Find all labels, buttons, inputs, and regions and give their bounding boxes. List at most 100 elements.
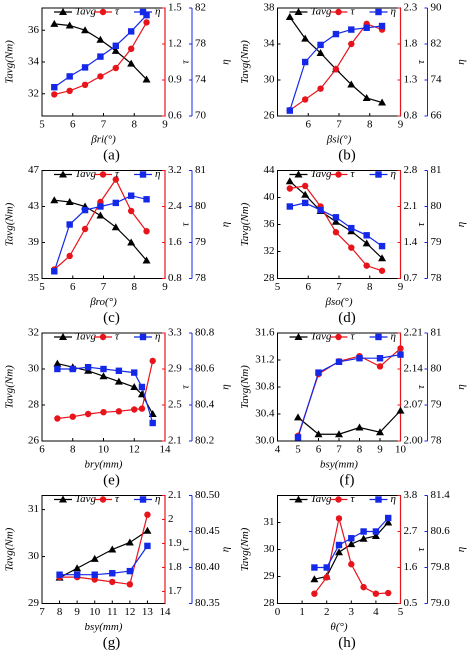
marker — [378, 98, 387, 106]
marker — [378, 22, 386, 30]
marker — [143, 12, 150, 19]
marker — [335, 515, 343, 522]
x-axis-label: βro(°) — [89, 296, 117, 308]
marker — [316, 49, 325, 56]
y-axis-label: Tavg(Nm) — [239, 202, 251, 246]
marker — [139, 496, 147, 503]
marker — [348, 535, 355, 542]
marker — [375, 8, 382, 16]
marker — [81, 26, 90, 34]
x-tick-label: 14 — [160, 606, 172, 618]
legend-label: Tavg — [311, 6, 332, 18]
y3-tick-label: 70 — [195, 110, 207, 122]
marker — [315, 369, 322, 376]
marker — [301, 190, 310, 198]
marker — [294, 333, 303, 340]
series-line — [297, 347, 401, 437]
y-axis-label: Tavg(Nm) — [4, 202, 16, 246]
x-tick-label: 6 — [70, 281, 76, 293]
y3-tick-label: 80.45 — [195, 525, 220, 537]
marker — [355, 423, 364, 431]
y2-tick-label: 2.8 — [404, 164, 418, 176]
x-tick-label: 9 — [74, 606, 80, 618]
x-tick-label: 0 — [275, 606, 281, 618]
y2-tick-label: 2.07 — [404, 399, 424, 411]
y3-axis-label: η — [220, 59, 232, 64]
marker — [378, 267, 386, 274]
y-tick-label: 29 — [28, 597, 40, 609]
y3-tick-label: 80.35 — [195, 597, 220, 609]
x-tick-label: 7 — [39, 606, 45, 618]
panel: 6 7 8 9 βsi(°)(b) 26 30 34 38 Tavg(Nm) 0.8 1.3 1.8 2.… — [239, 2, 467, 164]
x-tick-label: 6 — [306, 119, 312, 131]
y3-tick-label: 78 — [431, 435, 443, 447]
y3-axis-label: η — [455, 222, 467, 227]
marker — [372, 528, 380, 535]
y3-tick-label: 80.50 — [195, 489, 220, 501]
x-tick-label: 8 — [57, 606, 63, 618]
x-tick-label: 12 — [124, 606, 135, 618]
marker — [363, 24, 370, 31]
legend-label: Tavg — [311, 493, 332, 505]
x-tick-label: 5 — [295, 444, 301, 456]
x-tick-label: 4 — [373, 606, 379, 618]
y3-tick-label: 80 — [195, 200, 207, 212]
marker — [66, 73, 73, 80]
x-tick-label: 14 — [160, 444, 172, 456]
y-tick-label: 34 — [28, 56, 40, 68]
marker — [311, 564, 318, 571]
marker — [108, 545, 117, 553]
y-tick-label: 31.6 — [255, 327, 275, 339]
marker — [301, 58, 309, 66]
marker — [347, 80, 356, 88]
marker — [100, 365, 107, 373]
caption: (c) — [103, 310, 120, 326]
marker — [143, 196, 150, 203]
y3-tick-label: 79 — [431, 236, 443, 248]
y2-tick-label: 2.4 — [168, 200, 182, 212]
x-tick-label: 8 — [70, 444, 76, 456]
marker — [376, 363, 384, 370]
y3-tick-label: 81 — [195, 164, 206, 176]
y3-tick-label: 78 — [195, 38, 207, 50]
marker — [91, 571, 98, 578]
marker — [56, 571, 63, 578]
marker — [50, 196, 59, 204]
legend-label: η — [155, 331, 160, 343]
marker — [331, 217, 340, 225]
marker — [317, 41, 324, 49]
marker — [384, 518, 393, 526]
marker — [54, 415, 61, 422]
y-tick-label: 26 — [264, 110, 276, 122]
marker — [285, 177, 294, 185]
marker — [73, 564, 82, 572]
marker — [66, 252, 73, 260]
legend-label: τ — [351, 6, 356, 18]
x-tick-label: 5 — [398, 606, 404, 618]
x-tick-label: 6 — [306, 281, 312, 293]
marker — [65, 198, 74, 205]
marker — [286, 185, 293, 192]
y3-tick-label: 80.2 — [195, 435, 214, 447]
y2-axis-label: τ — [415, 59, 427, 64]
series-line — [289, 185, 383, 272]
y3-tick-label: 74 — [431, 74, 443, 86]
marker — [99, 333, 107, 341]
marker — [356, 355, 363, 362]
marker — [317, 206, 324, 214]
y3-tick-label: 82 — [431, 38, 442, 50]
legend-label: Tavg — [75, 493, 96, 505]
caption: (g) — [103, 635, 121, 650]
marker — [99, 8, 107, 16]
y-tick-label: 36 — [264, 218, 276, 230]
marker — [125, 538, 134, 546]
marker — [127, 28, 135, 35]
x-tick-label: 4 — [275, 444, 281, 456]
caption: (e) — [103, 472, 120, 488]
y-tick-label: 31.2 — [255, 354, 274, 366]
marker — [294, 413, 302, 421]
marker — [149, 419, 156, 427]
marker — [84, 410, 92, 418]
marker — [50, 19, 59, 27]
marker — [347, 540, 356, 548]
